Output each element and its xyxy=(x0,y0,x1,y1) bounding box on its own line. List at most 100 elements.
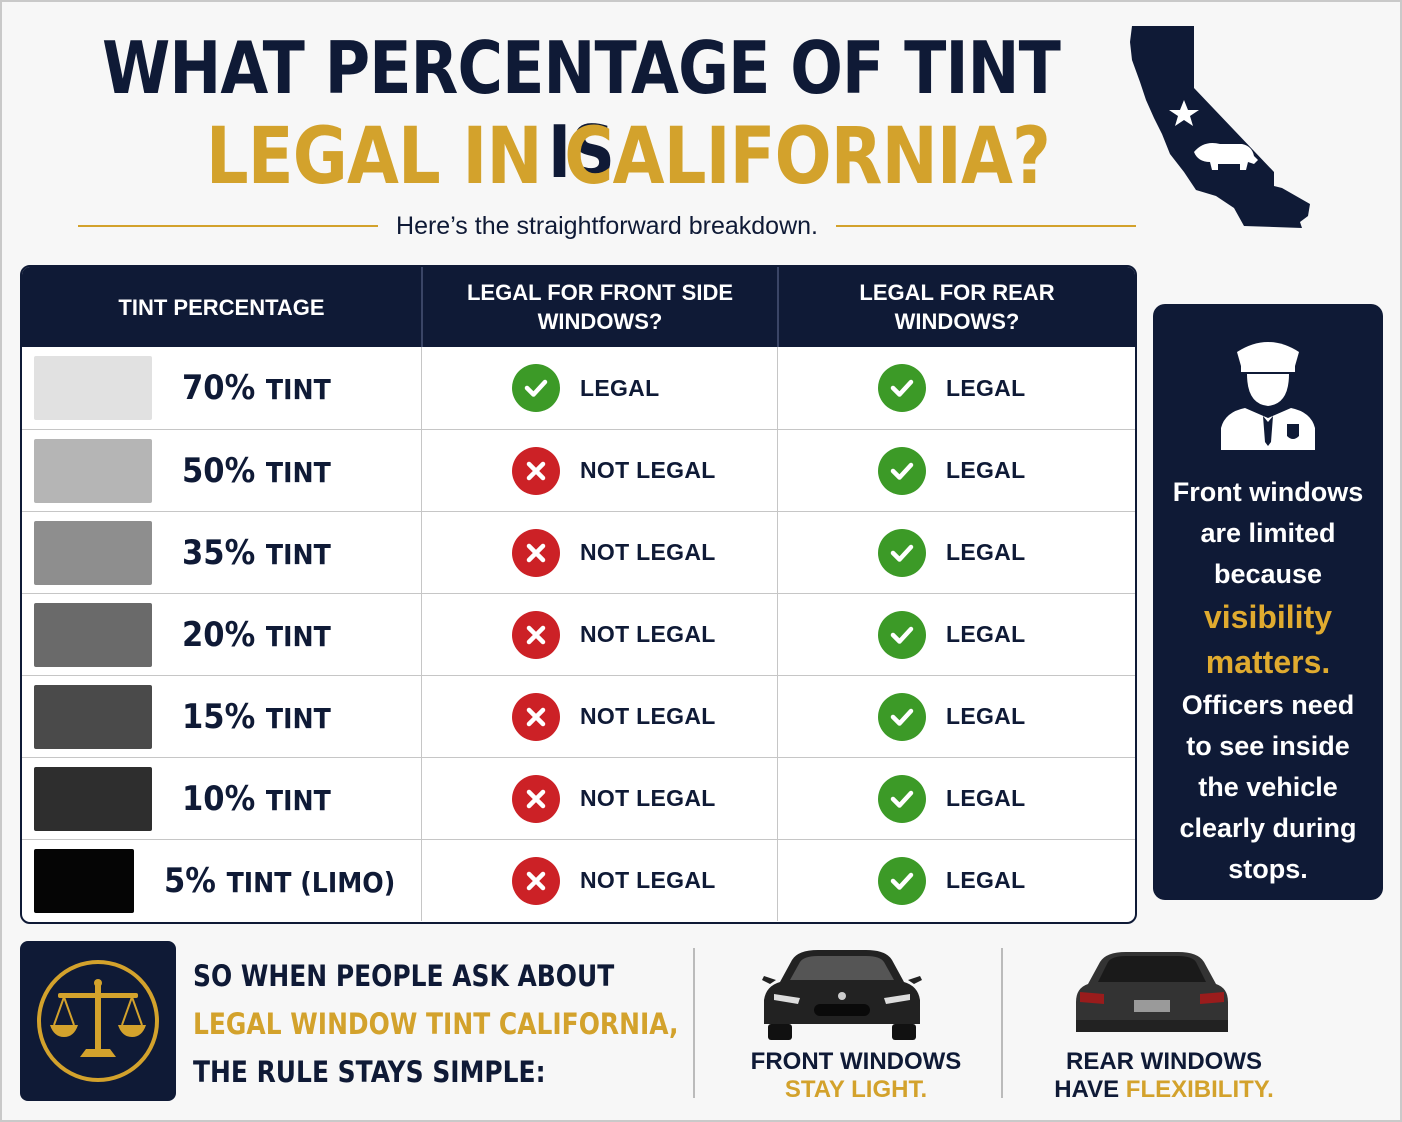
info-line: because xyxy=(1213,559,1323,589)
scales-box xyxy=(20,941,176,1101)
rear-caption-line-1: REAR WINDOWS xyxy=(1066,1048,1262,1075)
tint-cell: 5% TINT (LIMO) xyxy=(22,840,421,921)
check-circle-icon xyxy=(878,856,926,905)
tint-swatch xyxy=(34,766,152,831)
tint-percent: 15% xyxy=(182,696,256,737)
header-front-windows: LEGAL FOR FRONT SIDE WINDOWS? xyxy=(421,267,777,347)
front-status-cell: NOT LEGAL xyxy=(421,758,777,839)
tint-cell: 20% TINT xyxy=(22,594,421,675)
check-circle-icon xyxy=(878,692,926,741)
rear-status-label: LEGAL xyxy=(946,703,1026,729)
tint-cell: 15% TINT xyxy=(22,676,421,757)
tint-percent: 5% xyxy=(164,860,217,901)
front-status-label: NOT LEGAL xyxy=(580,457,716,483)
subtitle: Here’s the straightforward breakdown. xyxy=(396,211,818,240)
front-status-label: NOT LEGAL xyxy=(580,621,716,647)
tint-label: 35% TINT xyxy=(182,533,331,573)
info-line: clearly during xyxy=(1179,813,1357,843)
tint-word: TINT xyxy=(265,701,331,735)
info-line: the vehicle xyxy=(1198,772,1338,802)
subtitle-row: Here’s the straightforward breakdown. xyxy=(78,208,1137,244)
check-circle-icon xyxy=(878,528,926,577)
x-circle-icon xyxy=(512,692,560,741)
rear-status-cell: LEGAL xyxy=(777,676,1135,757)
rear-caption-have: HAVE xyxy=(1054,1076,1126,1103)
tint-swatch xyxy=(34,438,152,503)
front-status-label: NOT LEGAL xyxy=(580,539,716,565)
tint-label: 15% TINT xyxy=(182,697,331,737)
rear-status-cell: LEGAL xyxy=(777,758,1135,839)
subtitle-rule-left xyxy=(78,225,379,227)
front-status-cell: NOT LEGAL xyxy=(421,430,777,511)
info-text: Front windows are limited because visibi… xyxy=(1153,472,1383,890)
bottom-statement: SO WHEN PEOPLE ASK ABOUT LEGAL WINDOW TI… xyxy=(193,952,679,1096)
front-caption-line-1: FRONT WINDOWS xyxy=(750,1048,962,1075)
check-circle-icon xyxy=(512,364,560,412)
tint-label: 5% TINT (LIMO) xyxy=(164,861,395,901)
tint-swatch xyxy=(34,520,152,585)
tint-cell: 70% TINT xyxy=(22,347,421,429)
info-line: are limited xyxy=(1200,518,1336,548)
tint-percent: 35% xyxy=(182,532,256,573)
police-officer-icon xyxy=(1221,342,1315,450)
front-status-cell: LEGAL xyxy=(421,347,777,429)
info-accent: visibility xyxy=(1203,599,1333,635)
x-circle-icon xyxy=(512,610,560,659)
tint-word: TINT (LIMO) xyxy=(226,865,396,899)
tint-word: TINT xyxy=(265,537,331,571)
rear-caption-line-2: HAVE FLEXIBILITY. xyxy=(1014,1076,1314,1104)
front-status-label: NOT LEGAL xyxy=(580,867,716,893)
rear-windows-caption: REAR WINDOWS HAVE FLEXIBILITY. xyxy=(1014,1048,1314,1104)
info-line: Officers need xyxy=(1181,690,1355,720)
tint-percent: 50% xyxy=(182,450,256,491)
bottom-line-2: LEGAL WINDOW TINT CALIFORNIA, xyxy=(193,1007,679,1041)
rear-status-label: LEGAL xyxy=(946,374,1026,401)
x-circle-icon xyxy=(512,528,560,577)
rear-status-cell: LEGAL xyxy=(777,430,1135,511)
rear-status-cell: LEGAL xyxy=(777,347,1135,429)
front-status-label: LEGAL xyxy=(580,374,660,401)
info-card: Front windows are limited because visibi… xyxy=(1153,304,1383,900)
check-circle-icon xyxy=(878,774,926,823)
front-status-label: NOT LEGAL xyxy=(580,703,716,729)
table-row: 10% TINT NOT LEGAL LEGAL xyxy=(22,757,1135,839)
info-line: stops. xyxy=(1228,854,1308,884)
bottom-line-3: THE RULE STAYS SIMPLE: xyxy=(193,1055,546,1089)
tint-swatch xyxy=(34,356,152,420)
rear-status-cell: LEGAL xyxy=(777,594,1135,675)
rear-status-label: LEGAL xyxy=(946,539,1026,565)
front-status-label: NOT LEGAL xyxy=(580,785,716,811)
front-status-cell: NOT LEGAL xyxy=(421,512,777,593)
check-circle-icon xyxy=(878,364,926,412)
title-line-2: LEGAL IN CALIFORNIA? xyxy=(205,112,1051,202)
table-row: 15% TINT NOT LEGAL LEGAL xyxy=(22,675,1135,757)
table-header: TINT PERCENTAGE LEGAL FOR FRONT SIDE WIN… xyxy=(22,267,1135,347)
tint-label: 50% TINT xyxy=(182,451,331,491)
tint-word: TINT xyxy=(265,455,331,489)
x-circle-icon xyxy=(512,446,560,495)
divider xyxy=(693,948,695,1098)
header-rear-windows: LEGAL FOR REAR WINDOWS? xyxy=(777,267,1135,347)
tint-percent: 20% xyxy=(182,614,256,655)
tint-percent: 10% xyxy=(182,778,256,819)
check-circle-icon xyxy=(878,610,926,659)
tint-cell: 10% TINT xyxy=(22,758,421,839)
tint-percent: 70% xyxy=(182,368,256,408)
tint-label: 10% TINT xyxy=(182,779,331,819)
car-rear-icon xyxy=(1076,952,1228,1032)
tint-word: TINT xyxy=(265,783,331,817)
table-row: 20% TINT NOT LEGAL LEGAL xyxy=(22,593,1135,675)
tint-swatch xyxy=(34,848,135,913)
california-map-icon xyxy=(1130,26,1310,228)
table-row: 70% TINT LEGAL LEGAL xyxy=(22,347,1135,429)
tint-swatch xyxy=(34,602,152,667)
table-row: 50% TINT NOT LEGAL LEGAL xyxy=(22,429,1135,511)
info-accent: matters. xyxy=(1205,644,1331,680)
rear-status-label: LEGAL xyxy=(946,621,1026,647)
info-line: Front windows xyxy=(1172,477,1364,507)
bottom-line-1: SO WHEN PEOPLE ASK ABOUT xyxy=(193,959,615,993)
rear-status-cell: LEGAL xyxy=(777,840,1135,921)
header-tint-percentage: TINT PERCENTAGE xyxy=(118,294,325,320)
tint-word: TINT xyxy=(265,373,331,406)
